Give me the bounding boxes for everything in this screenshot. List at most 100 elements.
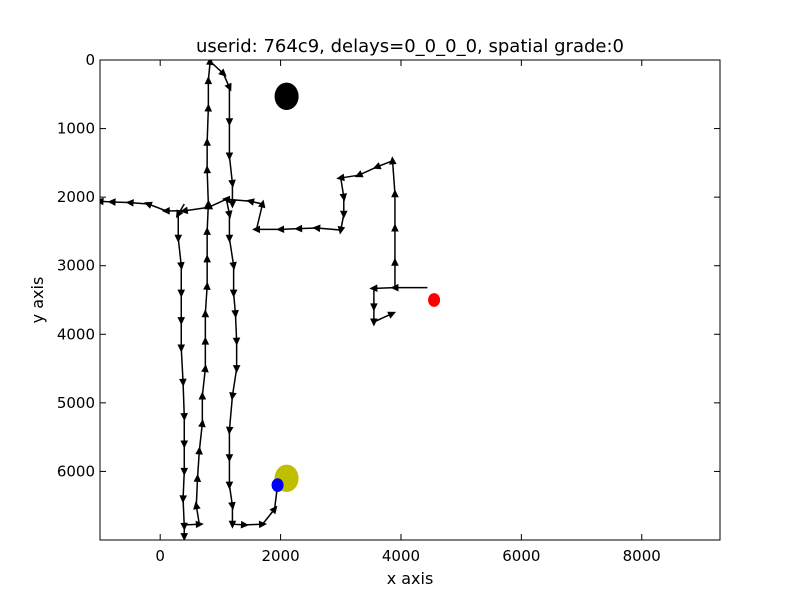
series-1-point: [370, 303, 378, 312]
series-3-point: [177, 317, 186, 326]
series-0-point: [232, 337, 241, 346]
series-3-point: [175, 209, 184, 219]
series-4-point: [224, 82, 232, 92]
y-tick-label: 3000: [57, 257, 95, 275]
series-line-3: [177, 203, 186, 537]
series-4-point: [204, 76, 213, 85]
series-0-point: [258, 520, 268, 529]
y-tick-label: 5000: [57, 394, 95, 412]
y-axis-label: y axis: [28, 277, 47, 324]
blue-circle-marker: [271, 478, 284, 492]
series-0-point: [246, 198, 255, 206]
series-0-point: [336, 173, 345, 182]
series-0-point: [240, 520, 249, 529]
series-4-point: [203, 226, 211, 235]
series-0-point: [228, 501, 236, 511]
x-tick-label: 0: [155, 547, 165, 565]
series-4-point: [203, 137, 211, 146]
series-0-point: [339, 193, 347, 202]
x-tick-label: 8000: [623, 547, 661, 565]
series-4-point: [204, 103, 213, 112]
series-4-point: [201, 336, 210, 345]
series-4-point: [228, 179, 236, 188]
series-2-point: [179, 206, 189, 215]
series-0-point: [225, 481, 234, 490]
series-4-point: [203, 281, 211, 291]
y-tick-label: 2000: [57, 188, 95, 206]
series-0-point: [391, 257, 399, 266]
y-tick-label: 0: [85, 51, 95, 69]
series-0-point: [354, 170, 364, 178]
series-0-point: [229, 289, 238, 298]
series-4-point: [225, 152, 234, 161]
series-0-point: [391, 189, 399, 198]
series-0-point: [389, 156, 397, 165]
x-tick-label: 6000: [502, 547, 540, 565]
series-4-point: [228, 200, 237, 209]
plot-content: [100, 60, 441, 540]
y-tick-label: 4000: [57, 325, 95, 343]
series-4-point: [225, 118, 234, 127]
series-3-point: [177, 289, 186, 298]
series-1-point: [370, 318, 378, 327]
series-2-point: [100, 197, 104, 206]
series-3-point: [177, 261, 185, 271]
series-4-point: [206, 60, 214, 66]
series-0-point: [225, 234, 234, 243]
series-3-point: [174, 234, 183, 243]
series-0-point: [372, 162, 382, 170]
series-0-point: [258, 199, 266, 209]
series-0-point: [225, 210, 233, 219]
series-2-point: [125, 199, 134, 207]
series-line-4: [184, 60, 234, 526]
series-3-point: [180, 533, 189, 540]
plot-area: [100, 60, 441, 540]
series-4-point: [195, 446, 203, 455]
series-0-point: [269, 505, 278, 515]
series-0-point: [337, 225, 346, 235]
series-3-point: [177, 344, 186, 353]
series-4-point: [195, 520, 204, 529]
series-2-point: [143, 201, 153, 209]
series-4-point: [204, 199, 212, 208]
series-0-point: [228, 520, 237, 529]
series-line-0: [225, 159, 428, 526]
series-4-point: [218, 68, 227, 77]
series-3-point: [179, 495, 188, 504]
red-circle-marker: [428, 293, 441, 307]
series-3-point: [180, 412, 188, 422]
series-2-point: [107, 198, 116, 206]
series-0-point: [225, 426, 234, 435]
series-1-point: [369, 284, 378, 293]
plot-frame: [99, 59, 721, 541]
series-4-point: [193, 501, 201, 510]
axis-ticks: 0 2000 4000 6000 8000 0 1000 2000 3000 4000 5000 60…: [57, 51, 720, 565]
black-circle-marker: [274, 82, 299, 111]
series-4-point: [203, 254, 211, 263]
series-0-point: [252, 225, 261, 234]
y-tick-label: 1000: [57, 120, 95, 138]
series-3-point: [180, 440, 189, 449]
chart-title: userid: 764c9, delays=0_0_0_0, spatial g…: [196, 36, 624, 57]
y-tick-label: 6000: [57, 462, 95, 480]
series-0-point: [225, 454, 234, 463]
series-0-point: [229, 391, 237, 401]
series-0-point: [339, 210, 348, 219]
series-0-point: [294, 224, 303, 233]
x-tick-label: 2000: [261, 547, 299, 565]
series-4-point: [201, 364, 209, 373]
series-3-point: [180, 467, 189, 476]
series-4-point: [201, 309, 210, 318]
series-2-point: [161, 207, 170, 215]
series-0-point: [391, 223, 399, 232]
series-3-point: [179, 378, 187, 387]
series-0-point: [276, 225, 285, 234]
series-4-point: [198, 418, 206, 428]
series-4-point: [198, 391, 207, 400]
series-0-point: [232, 365, 241, 374]
series-4-point: [193, 473, 202, 482]
series-0-point: [229, 261, 237, 271]
x-axis-label: x axis: [387, 569, 434, 588]
series-4-point: [203, 165, 212, 174]
